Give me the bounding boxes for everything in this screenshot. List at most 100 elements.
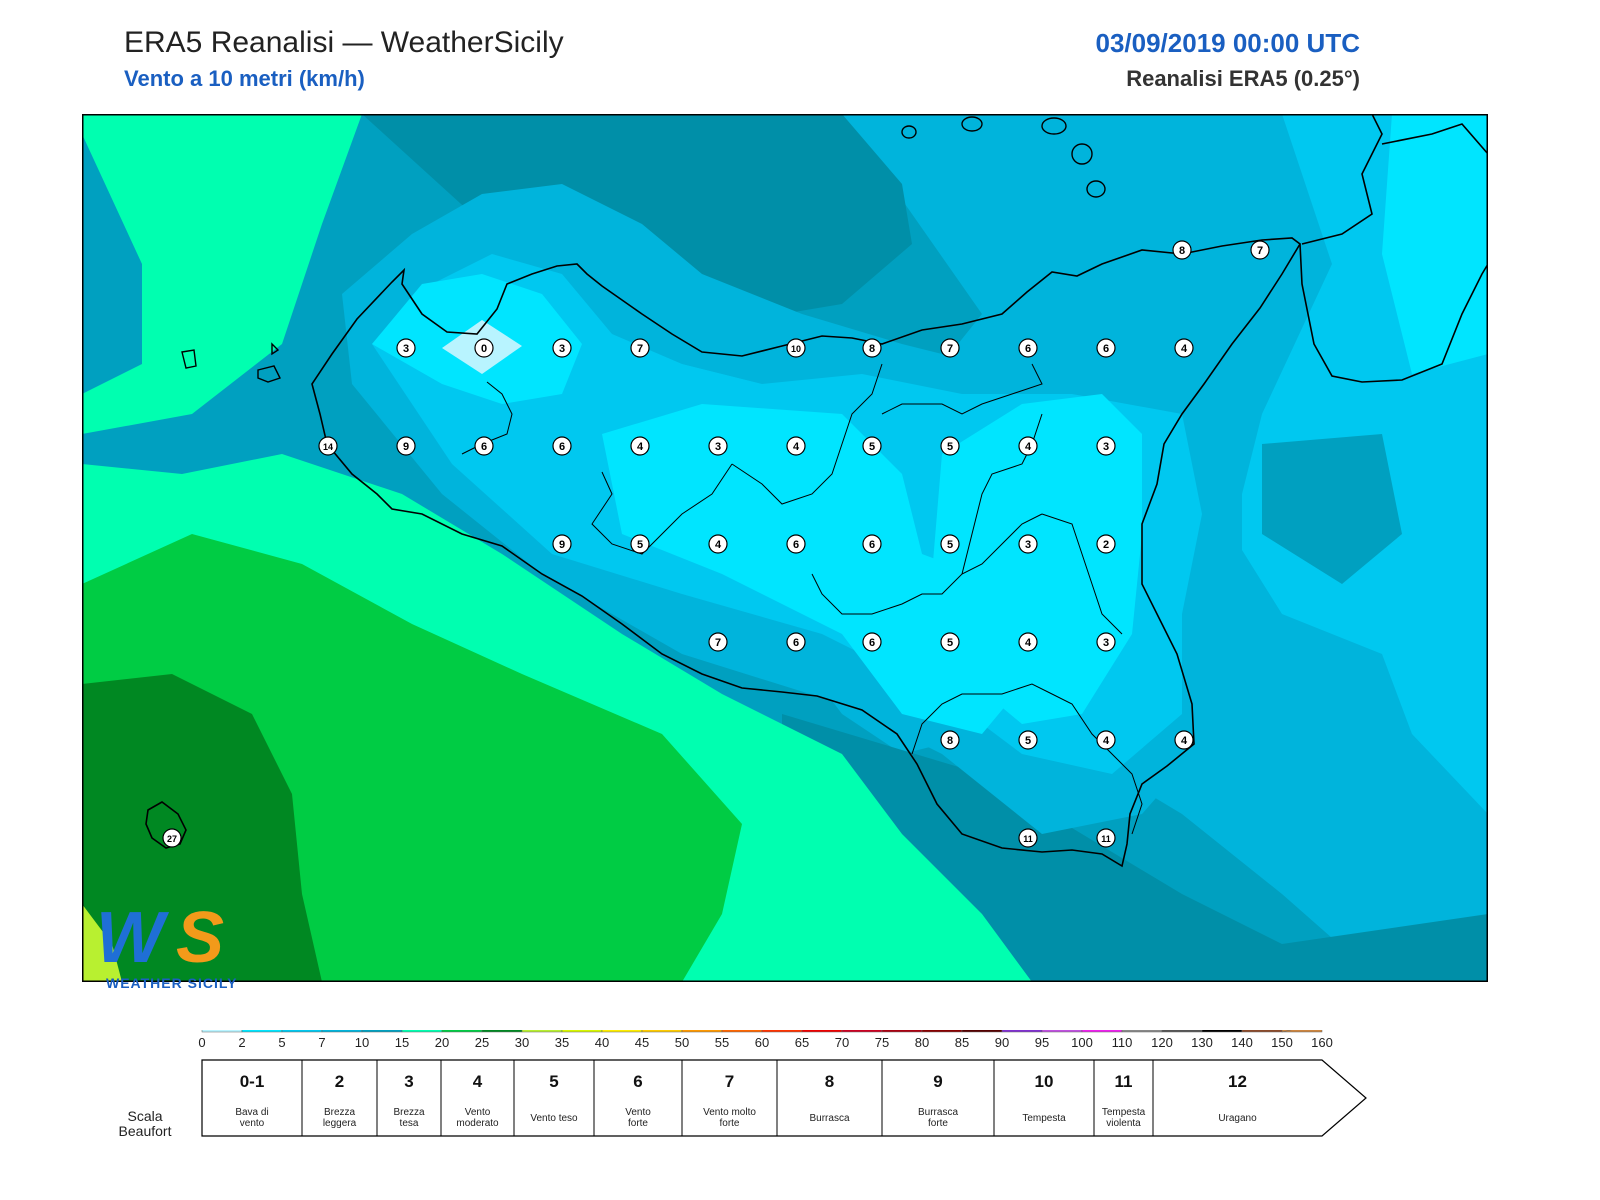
beaufort-desc: violenta bbox=[1106, 1118, 1141, 1129]
wind-marker-circle bbox=[1096, 338, 1116, 358]
wind-marker-circle bbox=[1096, 632, 1116, 652]
wind-marker-value: 6 bbox=[559, 441, 565, 453]
colorbar-ticks: 0 2 5 7 10 15 20 25 30 35 40 45 50 55 60 65 70 75 80 85 90 95… bbox=[198, 1035, 1332, 1050]
colorbar-swatch bbox=[841, 1030, 883, 1033]
map-title: ERA5 Reanalisi — WeatherSicily bbox=[124, 26, 564, 59]
colorbar-swatch bbox=[681, 1030, 723, 1033]
colorbar-tick-label: 20 bbox=[435, 1035, 449, 1050]
wind-marker-circle bbox=[630, 534, 650, 554]
pantelleria-island bbox=[145, 801, 187, 849]
colorbar-tick-label: 100 bbox=[1071, 1035, 1093, 1050]
colorbar-tick-label: 120 bbox=[1151, 1035, 1173, 1050]
wind-marker-value: 11 bbox=[1101, 834, 1111, 844]
beaufort-desc: Vento bbox=[625, 1107, 651, 1118]
colorbar-swatch bbox=[1281, 1030, 1323, 1033]
colorbar-tick-label: 60 bbox=[755, 1035, 769, 1050]
wind-marker-circle bbox=[474, 436, 494, 456]
colorbar-tick-label: 2 bbox=[238, 1035, 245, 1050]
colorbar-swatch bbox=[321, 1030, 363, 1033]
beaufort-number: 2 bbox=[335, 1072, 344, 1091]
wind-value-marker: 6 bbox=[474, 436, 494, 456]
colorbar-swatch bbox=[201, 1030, 243, 1033]
wind-map: 3 0 3 7 10 8 7 6 6 414 9 6 6 4 3 4 5 5 4 39 5 4 6 6 5 3 27 6 6 5 4 38 5 4… bbox=[82, 114, 1488, 982]
beaufort-cell: 12 Uragano bbox=[1218, 1072, 1257, 1124]
beaufort-desc: Vento teso bbox=[530, 1113, 578, 1124]
colorbar-swatch bbox=[1001, 1030, 1043, 1033]
colorbar-swatch bbox=[441, 1030, 483, 1033]
wind-value-marker: 8 bbox=[940, 730, 960, 750]
colorbar-tick-label: 45 bbox=[635, 1035, 649, 1050]
wind-marker-circle bbox=[708, 632, 728, 652]
wind-marker-circle bbox=[862, 338, 882, 358]
wind-marker-circle bbox=[1174, 338, 1194, 358]
beaufort-desc: vento bbox=[240, 1118, 265, 1129]
data-source: Reanalisi ERA5 (0.25°) bbox=[1126, 66, 1360, 91]
colorbar-swatch bbox=[401, 1030, 443, 1033]
wind-marker-value: 0 bbox=[481, 343, 487, 355]
wind-marker-value: 4 bbox=[1181, 343, 1188, 355]
wind-marker-circle bbox=[786, 632, 806, 652]
colorbar-tick-label: 85 bbox=[955, 1035, 969, 1050]
wind-value-marker: 5 bbox=[862, 436, 882, 456]
zone-corner-lime bbox=[82, 904, 122, 982]
wind-value-marker: 4 bbox=[1096, 730, 1116, 750]
wind-marker-value: 6 bbox=[481, 441, 487, 453]
beaufort-number: 8 bbox=[825, 1072, 834, 1091]
beaufort-desc: forte bbox=[719, 1118, 739, 1129]
colorbar-tick-label: 30 bbox=[515, 1035, 529, 1050]
colorbar-swatch bbox=[361, 1030, 403, 1033]
wind-speed-legend: 0 2 5 7 10 15 20 25 30 35 40 45 50 55 60 65 70 75 80 85 90 95… bbox=[119, 1030, 1367, 1139]
wind-marker-circle bbox=[1096, 436, 1116, 456]
wind-marker-value: 4 bbox=[1025, 441, 1032, 453]
wind-value-marker: 5 bbox=[940, 534, 960, 554]
wind-value-marker: 4 bbox=[1018, 436, 1038, 456]
beaufort-desc: Tempesta bbox=[1102, 1107, 1146, 1118]
beaufort-desc: leggera bbox=[323, 1118, 357, 1129]
beaufort-desc: Uragano bbox=[1218, 1113, 1257, 1124]
colorbar-tick-label: 0 bbox=[198, 1035, 205, 1050]
wind-marker-value: 6 bbox=[1025, 343, 1031, 355]
wind-marker-circle bbox=[862, 534, 882, 554]
colorbar-swatch bbox=[521, 1030, 563, 1033]
wind-marker-value: 3 bbox=[1103, 441, 1109, 453]
colorbar-tick-label: 150 bbox=[1271, 1035, 1293, 1050]
colorbar-tick-label: 55 bbox=[715, 1035, 729, 1050]
colorbar-tick-label: 15 bbox=[395, 1035, 409, 1050]
wind-marker-value: 7 bbox=[947, 343, 953, 355]
wind-value-marker: 5 bbox=[940, 436, 960, 456]
wind-marker-circle bbox=[862, 436, 882, 456]
wind-value-marker: 3 bbox=[1018, 534, 1038, 554]
wind-marker-circle bbox=[474, 338, 494, 358]
colorbar-swatch bbox=[641, 1030, 683, 1033]
colorbar-swatch bbox=[721, 1030, 763, 1033]
wind-marker-value: 10 bbox=[791, 344, 801, 354]
wind-marker-value: 5 bbox=[637, 539, 643, 551]
wind-value-marker: 14 bbox=[318, 436, 338, 456]
wind-marker-circle bbox=[1018, 338, 1038, 358]
wind-marker-circle bbox=[552, 436, 572, 456]
wind-marker-circle bbox=[940, 338, 960, 358]
beaufort-desc: Brezza bbox=[324, 1107, 356, 1118]
wind-value-marker: 4 bbox=[1174, 338, 1194, 358]
colorbar-swatch bbox=[761, 1030, 803, 1033]
wind-marker-value: 3 bbox=[559, 343, 565, 355]
colorbar-tick-label: 50 bbox=[675, 1035, 689, 1050]
wind-marker-circle bbox=[1096, 828, 1116, 848]
wind-value-marker: 3 bbox=[1096, 632, 1116, 652]
colorbar-swatch bbox=[1081, 1030, 1123, 1033]
beaufort-desc: Burrasca bbox=[918, 1107, 958, 1118]
eolie-islands bbox=[901, 116, 1106, 198]
colorbar-swatch bbox=[1161, 1030, 1203, 1033]
colorbar-tick-label: 40 bbox=[595, 1035, 609, 1050]
wind-marker-circle bbox=[1018, 632, 1038, 652]
colorbar-tick-label: 95 bbox=[1035, 1035, 1049, 1050]
wind-marker-value: 14 bbox=[323, 442, 333, 452]
beaufort-desc: Tempesta bbox=[1022, 1113, 1066, 1124]
wind-marker-circle bbox=[786, 534, 806, 554]
colorbar-tick-label: 7 bbox=[318, 1035, 325, 1050]
egadi-islands bbox=[181, 342, 281, 383]
